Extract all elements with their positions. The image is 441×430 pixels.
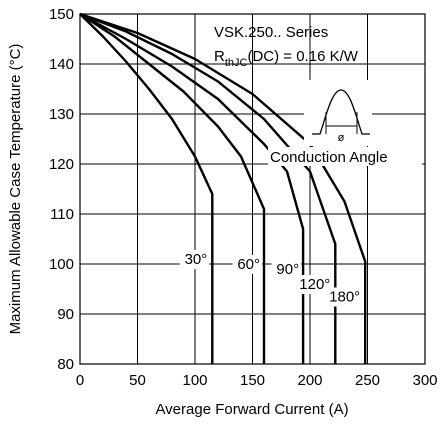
series-line-60deg (79, 12, 266, 364)
series-label: 180° (329, 289, 360, 306)
phi-symbol: ø (338, 132, 345, 144)
x-tick-label: 300 (412, 372, 437, 389)
series-line-120deg (79, 12, 337, 364)
conduction-angle-diagram: ø (304, 80, 372, 146)
series-line-30deg (79, 13, 214, 364)
series-title: VSK.250.. Series (214, 24, 328, 41)
y-tick-label: 120 (49, 156, 74, 173)
series-label-layer: 30° 60° 90°120°180° (179, 250, 363, 307)
x-tick-label: 50 (129, 372, 146, 389)
x-tick-label: 100 (182, 372, 207, 389)
y-axis-label: Maximum Allowable Case Temperature (°C) (7, 44, 24, 335)
series-label: 30° (185, 251, 208, 268)
series-label: 120° (299, 276, 330, 293)
y-tick-label: 140 (49, 56, 74, 73)
x-tick-label: 0 (76, 372, 84, 389)
y-tick-label: 100 (49, 256, 74, 273)
y-tick-label: 130 (49, 106, 74, 123)
y-tick-label: 110 (50, 206, 74, 223)
series-label: 60° (237, 256, 260, 273)
plot-frame (79, 13, 426, 365)
grid-layer (79, 13, 426, 365)
half-wave-shape (312, 89, 370, 135)
y-tick-label: 80 (57, 356, 74, 373)
series-line-180deg (79, 12, 367, 364)
curve-layer (79, 12, 367, 364)
tick-layer: 0 50 100 150 200 250 300 80 90 100 110 120 130 140 150 (49, 6, 438, 389)
y-tick-label: 90 (57, 306, 74, 323)
y-tick-label: 150 (49, 6, 74, 23)
x-axis-label: Average Forward Current (A) (155, 401, 348, 418)
rth-label: RthJC(DC) = 0.16 K/W (214, 48, 359, 69)
series-annotation: VSK.250.. Series RthJC(DC) = 0.16 K/W (214, 24, 359, 69)
x-tick-label: 250 (355, 372, 380, 389)
series-label: 90° (276, 261, 299, 278)
conduction-angle-label: Conduction Angle (270, 149, 388, 166)
x-tick-label: 200 (297, 372, 322, 389)
x-tick-label: 150 (240, 372, 265, 389)
series-line-90deg (79, 12, 305, 364)
